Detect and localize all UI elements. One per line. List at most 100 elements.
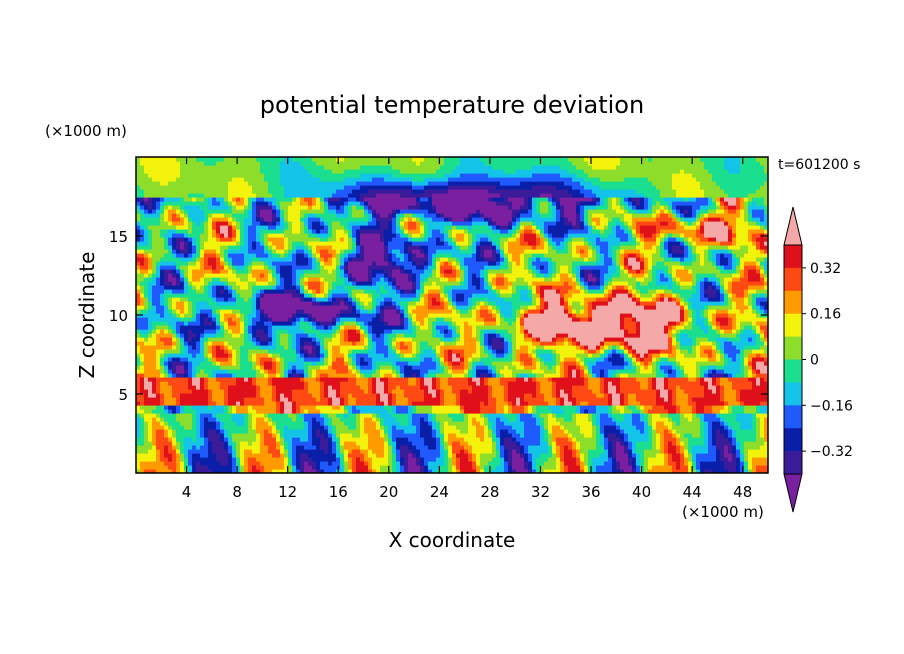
field-cell xyxy=(376,409,381,414)
field-cell xyxy=(380,469,385,473)
field-cell xyxy=(216,401,221,406)
field-cell xyxy=(164,353,169,358)
field-cell xyxy=(144,289,149,294)
field-cell xyxy=(252,293,257,298)
field-cell xyxy=(176,437,181,442)
field-cell xyxy=(292,241,297,246)
field-cell xyxy=(220,381,225,386)
field-cell xyxy=(240,397,245,402)
field-cell xyxy=(276,281,281,286)
field-cell xyxy=(324,469,329,473)
field-cell xyxy=(156,385,161,390)
field-cell xyxy=(356,417,361,422)
field-cell xyxy=(288,269,293,274)
field-cell xyxy=(292,201,297,206)
field-cell xyxy=(336,449,341,454)
field-cell xyxy=(204,301,209,306)
field-cell xyxy=(316,309,321,314)
field-cell xyxy=(296,425,301,430)
field-cell xyxy=(384,297,389,302)
field-cell xyxy=(324,345,329,350)
field-cell xyxy=(292,409,297,414)
field-cell xyxy=(172,265,177,270)
field-cell xyxy=(200,189,205,194)
field-cell xyxy=(200,273,205,278)
field-cell xyxy=(292,373,297,378)
field-cell xyxy=(348,173,353,178)
field-cell xyxy=(172,161,177,166)
field-cell xyxy=(180,385,185,390)
field-cell xyxy=(348,197,353,202)
field-cell xyxy=(380,265,385,270)
field-cell xyxy=(256,441,261,446)
field-cell xyxy=(288,293,293,298)
field-cell xyxy=(192,305,197,310)
field-cell xyxy=(228,245,233,250)
field-cell xyxy=(168,161,173,166)
field-cell xyxy=(292,313,297,318)
field-cell xyxy=(196,229,201,234)
field-cell xyxy=(340,389,345,394)
field-cell xyxy=(360,185,365,190)
field-cell xyxy=(372,269,377,274)
field-cell xyxy=(380,325,385,330)
field-cell xyxy=(220,277,225,282)
field-cell xyxy=(168,213,173,218)
field-cell xyxy=(364,297,369,302)
field-cell xyxy=(280,401,285,406)
field-cell xyxy=(212,245,217,250)
field-cell xyxy=(348,205,353,210)
field-cell xyxy=(332,329,337,334)
field-cell xyxy=(212,469,217,473)
field-cell xyxy=(340,181,345,186)
field-cell xyxy=(232,249,237,254)
field-cell xyxy=(140,241,145,246)
field-cell xyxy=(368,285,373,290)
field-cell xyxy=(312,241,317,246)
field-cell xyxy=(256,321,261,326)
field-cell xyxy=(280,421,285,426)
field-cell xyxy=(156,189,161,194)
field-cell xyxy=(344,249,349,254)
field-cell xyxy=(240,297,245,302)
field-cell xyxy=(328,357,333,362)
field-cell xyxy=(216,389,221,394)
field-cell xyxy=(340,165,345,170)
field-cell xyxy=(372,425,377,430)
field-cell xyxy=(188,385,193,390)
field-cell xyxy=(172,385,177,390)
field-cell xyxy=(276,353,281,358)
field-cell xyxy=(228,397,233,402)
field-cell xyxy=(304,169,309,174)
field-cell xyxy=(288,313,293,318)
field-cell xyxy=(296,345,301,350)
field-cell xyxy=(184,229,189,234)
field-cell xyxy=(144,197,149,202)
field-cell xyxy=(296,269,301,274)
field-cell xyxy=(296,441,301,446)
field-cell xyxy=(240,325,245,330)
field-cell xyxy=(276,329,281,334)
field-cell xyxy=(296,341,301,346)
field-cell xyxy=(288,449,293,454)
field-cell xyxy=(216,349,221,354)
field-cell xyxy=(332,405,337,410)
field-cell xyxy=(260,157,265,162)
field-cell xyxy=(260,281,265,286)
field-cell xyxy=(236,349,241,354)
field-cell xyxy=(332,233,337,238)
field-cell xyxy=(336,233,341,238)
field-cell xyxy=(196,381,201,386)
field-cell xyxy=(264,265,269,270)
field-cell xyxy=(180,357,185,362)
field-cell xyxy=(152,393,157,398)
field-cell xyxy=(324,261,329,266)
field-cell xyxy=(316,189,321,194)
field-cell xyxy=(208,433,213,438)
field-cell xyxy=(388,401,393,406)
field-cell xyxy=(268,417,273,422)
field-cell xyxy=(172,257,177,262)
field-cell xyxy=(160,337,165,342)
field-cell xyxy=(240,253,245,258)
field-cell xyxy=(364,245,369,250)
